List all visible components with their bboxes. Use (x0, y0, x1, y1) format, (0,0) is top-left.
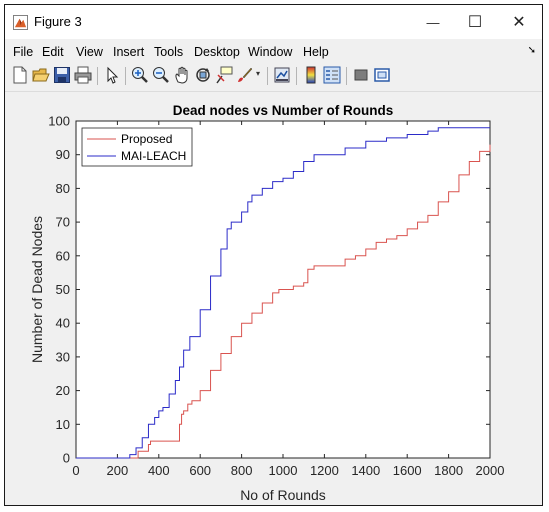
y-tick-label: 90 (56, 147, 70, 162)
menu-file[interactable]: File (13, 45, 34, 59)
x-tick-label: 1600 (393, 463, 422, 478)
close-icon: ✕ (512, 14, 526, 31)
title-bar: Figure 3 — ☐ ✕ (5, 5, 542, 39)
legend-box (81, 127, 193, 167)
brush-icon[interactable] (236, 66, 254, 84)
minimize-icon: — (426, 14, 440, 30)
window-title: Figure 3 (34, 14, 82, 29)
menu-bar: File Edit View Insert Tools Desktop Wind… (5, 41, 542, 63)
legend-label-proposed: Proposed (121, 132, 172, 146)
pointer-icon[interactable] (103, 66, 121, 84)
chart: Dead nodes vs Number of Rounds 0 200 400 60… (29, 103, 504, 503)
menu-insert[interactable]: Insert (113, 45, 145, 59)
y-tick-label: 100 (48, 114, 70, 129)
y-tick-label: 40 (56, 316, 70, 331)
y-axis: 0 10 20 30 40 50 60 70 80 90 100 (48, 114, 490, 466)
print-icon[interactable] (74, 66, 92, 84)
x-tick-label: 1800 (434, 463, 463, 478)
y-tick-label: 10 (56, 417, 70, 432)
series-line-mai-leach (76, 127, 490, 459)
series-lines (76, 127, 491, 459)
link-plot-icon[interactable] (273, 66, 291, 84)
rotate-icon[interactable] (194, 66, 212, 84)
toolbar: ▾ (5, 63, 542, 92)
series-line-proposed (76, 144, 491, 459)
maximize-button[interactable]: ☐ (452, 5, 498, 39)
data-cursor-icon[interactable] (215, 66, 233, 84)
brush-dropdown-icon[interactable]: ▾ (256, 69, 261, 78)
toolbar-separator (346, 67, 347, 85)
y-tick-label: 30 (56, 349, 70, 364)
x-tick-label: 800 (231, 463, 253, 478)
x-tick-label: 1200 (310, 463, 339, 478)
toolbar-separator (97, 67, 98, 85)
menu-window[interactable]: Window (248, 45, 293, 59)
x-tick-label: 1400 (351, 463, 380, 478)
toolbar-separator (125, 67, 126, 85)
menu-tools[interactable]: Tools (154, 45, 184, 59)
dock-arrow-icon[interactable]: ➘ (527, 45, 536, 56)
x-tick-label: 200 (107, 463, 129, 478)
x-tick-label: 600 (189, 463, 211, 478)
figure-window: Figure 3 — ☐ ✕ File Edit View Insert Too… (4, 4, 543, 506)
y-tick-label: 50 (56, 282, 70, 297)
x-tick-label: 2000 (476, 463, 505, 478)
x-tick-label: 1000 (269, 463, 298, 478)
menu-help[interactable]: Help (303, 45, 329, 59)
legend-label-mai-leach: MAI-LEACH (121, 149, 186, 163)
matlab-icon (13, 15, 28, 30)
y-tick-label: 80 (56, 181, 70, 196)
menu-edit[interactable]: Edit (42, 45, 64, 59)
show-plot-tools-icon[interactable] (373, 66, 391, 84)
colorbar-icon[interactable] (302, 66, 320, 84)
pan-icon[interactable] (173, 66, 191, 84)
chart-title: Dead nodes vs Number of Rounds (173, 103, 394, 118)
open-file-icon[interactable] (32, 66, 50, 84)
x-tick-label: 0 (72, 463, 79, 478)
menu-desktop[interactable]: Desktop (194, 45, 240, 59)
maximize-icon: ☐ (467, 14, 483, 31)
toolbar-separator (267, 67, 268, 85)
y-tick-label: 0 (63, 451, 70, 466)
y-tick-label: 20 (56, 383, 70, 398)
legend-icon[interactable] (323, 66, 341, 84)
x-axis-label: No of Rounds (240, 487, 326, 503)
minimize-button[interactable]: — (410, 5, 456, 39)
y-axis-label: Number of Dead Nodes (29, 216, 45, 363)
zoom-out-icon[interactable] (152, 66, 170, 84)
legend[interactable]: Proposed MAI-LEACH (81, 127, 193, 167)
new-figure-icon[interactable] (11, 66, 29, 84)
save-icon[interactable] (53, 66, 71, 84)
zoom-in-icon[interactable] (131, 66, 149, 84)
close-button[interactable]: ✕ (496, 5, 542, 39)
hide-plot-tools-icon[interactable] (352, 66, 370, 84)
menu-view[interactable]: View (76, 45, 103, 59)
x-axis: 0 200 400 600 800 1000 1200 1400 1600 1800 2000 (72, 121, 504, 478)
y-tick-label: 70 (56, 215, 70, 230)
toolbar-separator (296, 67, 297, 85)
y-tick-label: 60 (56, 248, 70, 263)
x-tick-label: 400 (148, 463, 170, 478)
figure-canvas: Dead nodes vs Number of Rounds 0 200 400 60… (5, 92, 542, 505)
